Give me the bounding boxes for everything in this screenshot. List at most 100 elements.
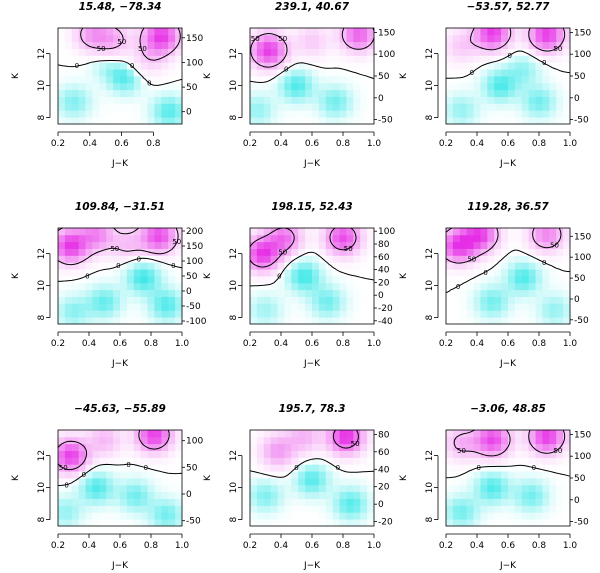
heatmap-cell (318, 484, 327, 493)
heatmap-cell (106, 471, 114, 479)
colorbar-tick-label: 150 (378, 28, 395, 38)
heatmap-cell (85, 241, 93, 249)
heatmap-cell (325, 276, 334, 284)
heatmap-cell (563, 464, 571, 472)
heatmap-cell (154, 41, 162, 49)
heatmap-cell (367, 484, 375, 493)
heatmap-cell (535, 443, 543, 451)
heatmap-cell (339, 41, 347, 49)
heatmap-cell (58, 430, 66, 438)
heatmap-cell (85, 89, 93, 97)
heatmap-cell (298, 443, 306, 451)
heatmap-cell (353, 34, 361, 43)
heatmap-cell (325, 464, 334, 472)
heatmap-cell (473, 48, 481, 56)
heatmap-cell (284, 269, 292, 277)
heatmap-cell (514, 436, 523, 445)
heatmap-cell (318, 117, 327, 125)
heatmap-cell (133, 436, 142, 445)
heatmap-cell (452, 41, 461, 49)
heatmap-cell (120, 491, 128, 499)
heatmap-cell (120, 505, 128, 513)
heatmap-cell (106, 89, 114, 97)
heatmap-cell (312, 248, 320, 256)
heatmap-cell (263, 457, 272, 465)
heatmap-cell (494, 478, 502, 486)
heatmap-cell (250, 82, 258, 91)
heatmap-cell (284, 505, 292, 513)
heatmap-cell (133, 505, 142, 513)
heatmap-cell (58, 255, 66, 263)
heatmap-cell (549, 450, 557, 458)
heatmap-cell (161, 471, 169, 479)
heatmap-cell (535, 69, 543, 77)
heatmap-cell (106, 498, 114, 506)
heatmap-cell (256, 464, 265, 472)
heatmap-cell (556, 430, 564, 438)
colorbar-tick-label: -50 (186, 302, 201, 312)
heatmap-cell (305, 34, 313, 43)
contour-label: 0 (126, 461, 130, 469)
heatmap-cell (473, 282, 481, 291)
heatmap-cell (494, 491, 502, 499)
heatmap-cell (78, 282, 86, 291)
heatmap-cell (494, 248, 502, 256)
x-tick-label: 0.8 (532, 541, 547, 551)
contour-line-50 (250, 27, 375, 68)
heatmap-cell (473, 289, 481, 297)
heatmap-cell (175, 498, 183, 506)
heatmap-cell (459, 282, 468, 291)
heatmap-cell (508, 262, 516, 270)
heatmap-cell (346, 317, 354, 325)
heatmap-cell (542, 234, 550, 243)
heatmap-cell (480, 117, 488, 125)
heatmap-cell (367, 303, 375, 311)
heatmap-cell (535, 234, 543, 243)
heatmap-cell (92, 228, 100, 236)
heatmap-cell (71, 289, 80, 297)
heatmap-cell (92, 82, 100, 91)
heatmap-cell (332, 505, 340, 513)
heatmap-cell (487, 62, 495, 70)
heatmap-cell (508, 48, 516, 56)
heatmap-cell (339, 505, 347, 513)
heatmap-cell (85, 512, 93, 520)
colorbar-tick-label: 60 (378, 253, 390, 263)
heatmap-cell (312, 282, 320, 291)
heatmap-cell (250, 450, 258, 458)
heatmap-cell (133, 282, 142, 291)
heatmap-cell (508, 69, 516, 77)
heatmap-cell (563, 296, 571, 304)
colorbar-tick-label: 0 (186, 108, 192, 118)
heatmap-cell (339, 464, 347, 472)
heatmap-cell (126, 55, 135, 63)
heatmap-cell (535, 96, 543, 104)
heatmap-cell (346, 76, 354, 84)
heatmap-cell (501, 241, 509, 249)
heatmap-cell (494, 28, 502, 36)
heatmap-cell (168, 491, 176, 499)
heatmap-cell (270, 303, 278, 311)
heatmap-cell (487, 436, 495, 445)
heatmap-cell (549, 82, 557, 91)
heatmap-cell (140, 512, 148, 520)
heatmap-cell (318, 96, 327, 104)
heatmap-cell (325, 48, 334, 56)
heatmap-cell (161, 512, 169, 520)
heatmap-cell (250, 89, 258, 97)
heatmap-cell (140, 62, 148, 70)
heatmap-cell (494, 48, 502, 56)
heatmap-cell (332, 430, 340, 438)
heatmap-cell (113, 34, 121, 43)
heatmap-cell (85, 317, 93, 325)
heatmap-cell (92, 89, 100, 97)
heatmap-cell (332, 110, 340, 118)
y-tick-label: 8 (37, 114, 47, 120)
heatmap-cell (521, 512, 530, 520)
heatmap-cell (250, 289, 258, 297)
heatmap-cell (535, 76, 543, 84)
heatmap-cell (452, 76, 461, 84)
heatmap-cell (113, 96, 121, 104)
heatmap-cell (346, 255, 354, 263)
heatmap-cell (256, 48, 265, 56)
